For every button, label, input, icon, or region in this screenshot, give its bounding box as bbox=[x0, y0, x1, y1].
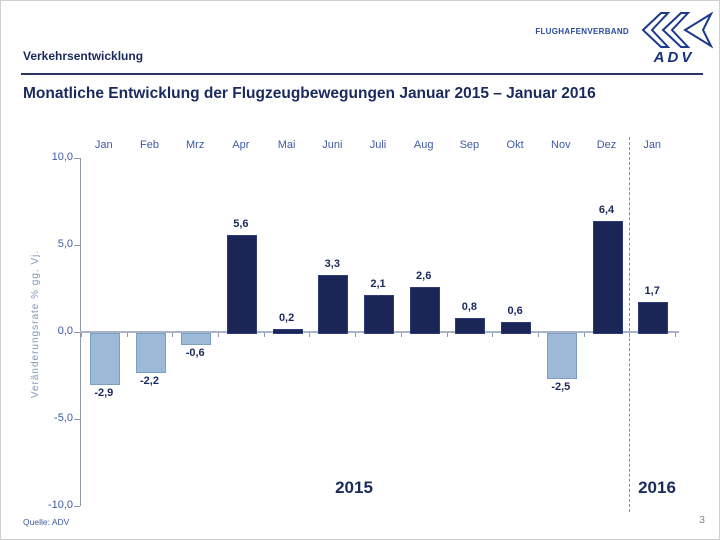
x-axis-tick bbox=[218, 333, 220, 337]
month-label: Nov bbox=[551, 139, 571, 151]
bar bbox=[181, 333, 212, 346]
year-label-2016: 2016 bbox=[638, 478, 676, 497]
adv-logo-icon bbox=[641, 11, 713, 49]
month-label: Apr bbox=[232, 139, 250, 151]
bar-value-label: 0,2 bbox=[278, 311, 295, 324]
year-label-2015: 2015 bbox=[335, 478, 373, 497]
page-title: Monatliche Entwicklung der Flugzeugbeweg… bbox=[23, 85, 596, 102]
bar bbox=[455, 318, 486, 334]
x-axis-tick bbox=[492, 333, 494, 337]
y-axis-tick bbox=[74, 505, 80, 507]
bar bbox=[318, 274, 349, 334]
x-axis-tick bbox=[126, 333, 128, 337]
x-axis-tick bbox=[80, 333, 82, 337]
month-label: Aug bbox=[413, 139, 434, 151]
brand-name: FLUGHAFENVERBAND bbox=[535, 27, 629, 36]
y-axis-tick bbox=[74, 418, 80, 420]
y-axis-tick-label: -10,0 bbox=[47, 499, 73, 511]
y-axis-title: Veränderungsrate % gg. Vj. bbox=[30, 249, 41, 399]
month-label: Juli bbox=[369, 139, 387, 151]
y-axis-tick-label: -5,0 bbox=[54, 412, 73, 424]
bar-value-label: 0,6 bbox=[507, 304, 523, 317]
bar bbox=[638, 302, 669, 334]
bar bbox=[546, 333, 577, 379]
x-axis-tick bbox=[309, 333, 311, 337]
bar-value-label: -0,6 bbox=[185, 347, 205, 360]
bar-value-label: -2,2 bbox=[140, 375, 159, 388]
month-label: Sep bbox=[459, 139, 480, 151]
bar-value-label: 2,1 bbox=[370, 278, 386, 291]
bar bbox=[409, 286, 440, 334]
x-axis-tick bbox=[446, 333, 448, 337]
bar bbox=[364, 295, 394, 334]
bar bbox=[226, 234, 257, 334]
bar bbox=[272, 328, 303, 334]
month-label: Mai bbox=[277, 139, 296, 151]
x-axis-tick bbox=[263, 333, 265, 337]
month-label: Mrz bbox=[186, 139, 205, 151]
x-axis-tick bbox=[629, 333, 631, 337]
x-axis-tick bbox=[537, 333, 539, 337]
x-axis-tick bbox=[675, 333, 677, 337]
year-divider-dashed-line bbox=[629, 137, 630, 512]
y-axis-tick-label: 0,0 bbox=[57, 325, 73, 337]
bar bbox=[592, 220, 623, 334]
page-number: 3 bbox=[699, 514, 705, 526]
y-axis-tick-label: 10,0 bbox=[51, 151, 73, 163]
bar-value-label: 5,6 bbox=[233, 217, 249, 230]
bar-value-label: 3,3 bbox=[324, 257, 340, 270]
x-axis-tick bbox=[400, 333, 402, 337]
y-axis-tick bbox=[74, 331, 80, 333]
bar-value-label: 2,6 bbox=[416, 269, 432, 282]
bar bbox=[89, 333, 120, 386]
month-label: Dez bbox=[596, 139, 617, 151]
source-note: Quelle: ADV bbox=[23, 517, 70, 527]
bar-value-label: 6,4 bbox=[598, 203, 615, 216]
y-axis-tick bbox=[74, 157, 80, 159]
bar-value-label: -2,9 bbox=[94, 387, 114, 400]
x-axis-tick bbox=[172, 333, 174, 337]
bar bbox=[135, 333, 166, 374]
bar-value-label: 1,7 bbox=[644, 285, 660, 298]
month-label: Jan bbox=[94, 139, 113, 151]
brand-wordmark: ADV bbox=[653, 49, 695, 66]
y-axis-tick-label: 5,0 bbox=[57, 238, 73, 250]
x-axis-tick bbox=[355, 333, 357, 337]
bar-value-label: 0,8 bbox=[461, 301, 478, 314]
month-label: Jan bbox=[643, 139, 662, 151]
month-label: Okt bbox=[506, 139, 524, 151]
section-label: Verkehrsentwicklung bbox=[23, 49, 144, 63]
month-label: Feb bbox=[140, 139, 159, 151]
bar bbox=[501, 321, 532, 334]
header-divider bbox=[21, 73, 703, 75]
bar-value-label: -2,5 bbox=[551, 380, 571, 393]
x-axis-tick bbox=[583, 333, 585, 337]
month-label: Juni bbox=[322, 139, 343, 151]
y-axis-tick bbox=[74, 244, 80, 246]
